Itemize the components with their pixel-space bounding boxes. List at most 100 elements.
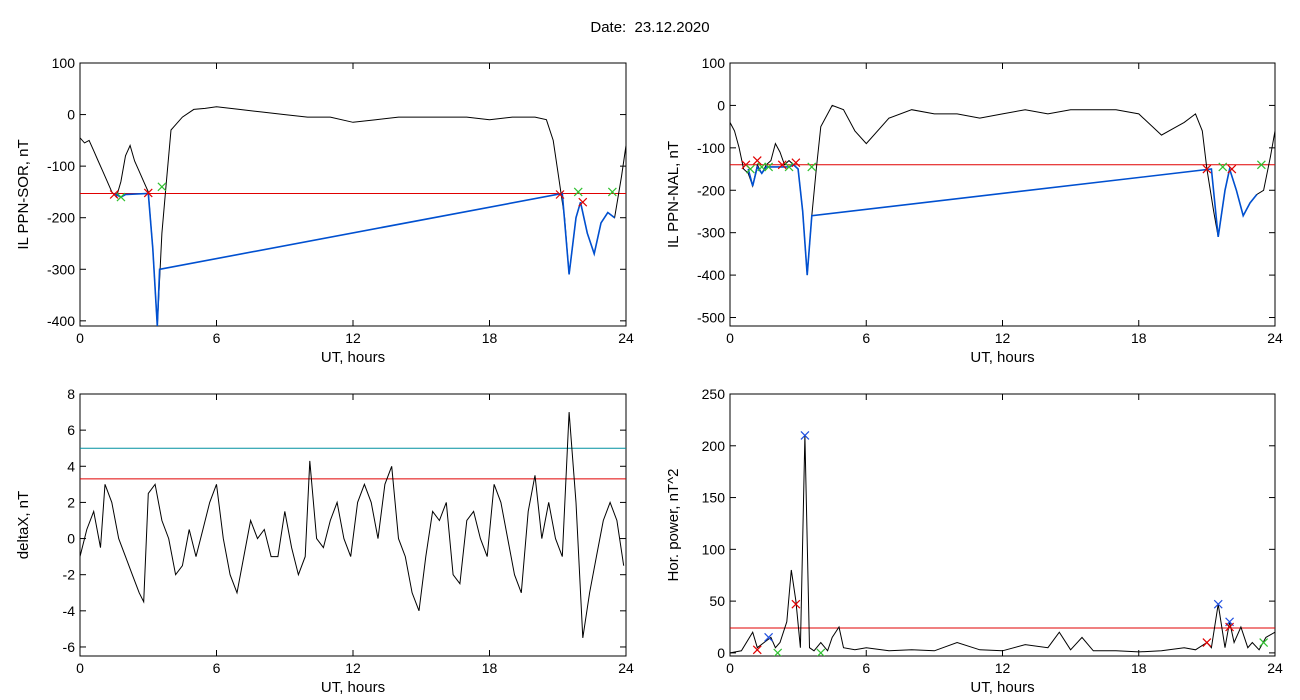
- x-marker: [752, 156, 762, 165]
- x-tick-label: 24: [618, 330, 634, 346]
- x-marker-stroke: [777, 160, 787, 170]
- x-marker: [1202, 164, 1212, 174]
- x-marker-stroke: [1227, 164, 1237, 174]
- x-marker-stroke: [1218, 162, 1228, 172]
- x-marker-stroke: [116, 192, 126, 202]
- x-axis-label: UT, hours: [321, 349, 385, 366]
- y-axis-label: deltaX, nT: [15, 491, 32, 559]
- x-marker: [777, 160, 787, 170]
- x-axis-label: UT, hours: [970, 349, 1034, 366]
- chart-panel-1: 0 6 12 18 24 100 0 -100 -200 -300 -400 UT, hours IL …: [15, 55, 634, 366]
- y-tick-label: 0: [717, 645, 725, 661]
- series-line: [730, 104, 1275, 276]
- x-marker-stroke: [752, 156, 762, 165]
- x-marker: [752, 645, 762, 655]
- series-line: [747, 163, 1258, 276]
- x-tick-label: 6: [862, 660, 870, 676]
- x-marker: [1202, 638, 1212, 647]
- x-marker-stroke: [555, 190, 565, 199]
- x-tick-label: 24: [618, 660, 634, 676]
- x-marker: [746, 164, 755, 174]
- x-marker-stroke: [784, 162, 794, 172]
- x-tick-label: 18: [1131, 660, 1147, 676]
- x-axis-label: UT, hours: [321, 679, 385, 696]
- x-tick-label: 18: [1131, 330, 1147, 346]
- y-tick-label: -100: [697, 140, 725, 156]
- y-tick-label: 50: [709, 593, 725, 609]
- x-tick-label: 0: [726, 660, 734, 676]
- x-marker: [791, 158, 801, 168]
- x-tick-label: 6: [862, 330, 870, 346]
- x-axis-label: UT, hours: [970, 679, 1034, 696]
- y-tick-label: 250: [702, 386, 726, 402]
- x-tick-label: 6: [213, 330, 221, 346]
- x-marker: [143, 188, 153, 198]
- x-marker: [555, 190, 565, 199]
- x-marker-stroke: [741, 160, 751, 170]
- x-marker: [807, 162, 817, 172]
- y-tick-label: -500: [697, 310, 725, 326]
- x-marker: [1213, 599, 1223, 609]
- plot-area: [80, 106, 626, 326]
- x-tick-label: 18: [482, 660, 498, 676]
- x-marker: [1225, 622, 1235, 632]
- y-tick-label: -4: [63, 603, 76, 619]
- y-axis-label: IL PPN-SOR, nT: [15, 139, 32, 249]
- chart-panel-4: 0 6 12 18 24 250 200 150 100 50 0 UT, hours Hor. pow…: [665, 386, 1283, 696]
- y-tick-label: 150: [702, 490, 726, 506]
- x-marker-stroke: [1202, 164, 1212, 174]
- x-marker-stroke: [791, 599, 801, 609]
- y-tick-label: -400: [47, 313, 75, 329]
- plot-area: [730, 430, 1275, 656]
- x-marker: [816, 648, 826, 656]
- x-marker-stroke: [1256, 160, 1266, 170]
- x-marker-stroke: [578, 197, 588, 207]
- y-tick-label: 8: [67, 386, 75, 402]
- x-marker-stroke: [764, 632, 774, 642]
- series-line: [80, 412, 625, 638]
- x-marker: [791, 599, 801, 609]
- y-tick-label: -300: [47, 261, 75, 277]
- x-marker-stroke: [607, 187, 617, 197]
- plot-area: [80, 412, 626, 638]
- x-tick-label: 6: [213, 660, 221, 676]
- y-tick-label: -400: [697, 267, 725, 283]
- x-marker: [1227, 164, 1237, 174]
- y-tick-label: 100: [702, 55, 726, 71]
- y-tick-label: 0: [717, 97, 725, 113]
- x-marker-stroke: [791, 158, 801, 168]
- x-marker-stroke: [1225, 622, 1235, 632]
- plot-area: [730, 104, 1275, 276]
- y-tick-label: -6: [63, 639, 76, 655]
- x-marker-stroke: [764, 162, 774, 172]
- x-tick-label: 12: [345, 330, 361, 346]
- y-tick-label: -100: [47, 158, 75, 174]
- x-tick-label: 24: [1267, 660, 1283, 676]
- x-marker-stroke: [752, 645, 762, 655]
- page-title: Date: 23.12.2020: [590, 19, 710, 36]
- x-tick-label: 12: [995, 660, 1011, 676]
- x-marker: [773, 648, 783, 656]
- x-marker-stroke: [1213, 599, 1223, 609]
- x-marker: [764, 162, 774, 172]
- x-marker: [1256, 160, 1266, 170]
- y-tick-label: 0: [67, 107, 75, 123]
- y-tick-label: 100: [52, 55, 76, 71]
- x-tick-label: 24: [1267, 330, 1283, 346]
- x-marker-stroke: [757, 162, 767, 172]
- plot-frame: [729, 62, 1276, 327]
- x-marker: [784, 162, 794, 172]
- x-marker-stroke: [773, 648, 783, 656]
- plot-frame: [79, 62, 627, 327]
- x-tick-label: 0: [726, 330, 734, 346]
- x-marker: [1259, 638, 1269, 647]
- x-marker: [573, 187, 583, 197]
- series-line: [113, 192, 616, 326]
- y-axis-label: IL PPN-NAL, nT: [665, 141, 682, 248]
- x-tick-label: 12: [995, 330, 1011, 346]
- x-tick-label: 0: [76, 330, 84, 346]
- chart-panel-3: 0 6 12 18 24 8 6 4 2 0 -2 -4 -6 UT, hours deltaX, nT: [15, 386, 634, 696]
- x-marker-stroke: [157, 182, 167, 192]
- y-axis-label: Hor. power, nT^2: [665, 469, 682, 582]
